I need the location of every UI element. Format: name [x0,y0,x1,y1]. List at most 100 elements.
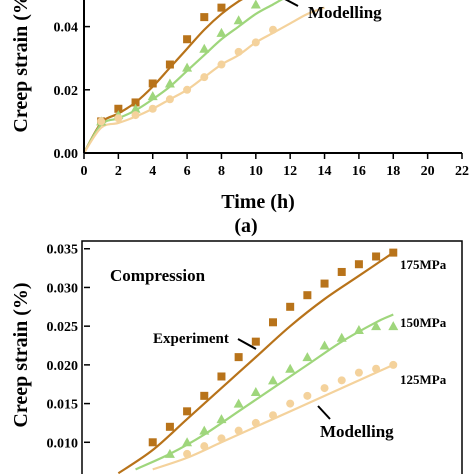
experiment-point-175mpa [114,104,123,113]
panel-b-plot: Creep strain (%) 0.010 0.015 0.020 0.025 0.0… [10,240,463,474]
experiment-point-150mpa [250,386,261,396]
x-tick-label: 4 [149,164,156,179]
panel-b-experiment-pointer [237,338,257,350]
experiment-point-175mpa [234,353,243,362]
y-tick-label: 0.010 [47,436,79,451]
experiment-point-150mpa [164,78,175,88]
experiment-point-150mpa [302,352,313,362]
experiment-point-125mpa [269,411,277,420]
modelling-curve-175mpa [117,251,394,474]
experiment-point-150mpa [182,437,193,447]
experiment-point-150mpa [285,363,296,373]
panel-b-modelling-pointer [317,405,331,420]
experiment-point-125mpa [97,117,106,126]
experiment-point-125mpa [269,25,277,34]
panel-b-experiment-label: Experiment [153,331,229,347]
panel-a-xlabel: Time (h) [221,191,295,213]
experiment-point-150mpa [336,332,347,342]
experiment-point-125mpa [286,399,295,408]
experiment-point-175mpa [337,267,346,276]
x-tick-label: 0 [81,164,88,179]
experiment-point-150mpa [371,321,382,331]
series-label-175mpa: 175MPa [400,257,447,272]
y-tick-label: 0.02 [54,84,79,99]
experiment-point-150mpa [199,425,210,435]
experiment-point-125mpa [372,364,381,373]
experiment-point-150mpa [233,398,244,408]
experiment-point-150mpa [130,103,141,113]
experiment-point-175mpa [303,291,312,300]
panel-a-modelling-pointer [284,0,299,7]
experiment-point-175mpa [165,422,174,431]
experiment-point-175mpa [320,279,329,288]
experiment-point-125mpa [354,368,363,377]
experiment-point-175mpa [148,438,157,447]
panel-a-label: (a) [234,215,257,237]
experiment-point-125mpa [183,85,192,94]
y-tick-label: 0.00 [54,147,79,162]
experiment-point-150mpa [388,321,399,331]
experiment-point-125mpa [234,426,243,435]
experiment-point-125mpa [183,449,192,458]
experiment-point-125mpa [217,434,226,443]
y-tick-label: 0.030 [47,281,79,296]
experiment-point-150mpa [182,62,193,72]
experiment-point-125mpa [389,360,398,369]
series-label-125mpa: 125MPa [400,372,447,387]
y-tick-label: 0.04 [54,21,79,36]
y-tick-label: 0.020 [47,359,79,374]
panel-a-ylabel: Creep strain (%) [10,0,32,133]
experiment-point-125mpa [131,111,140,120]
experiment-point-175mpa [389,248,398,257]
experiment-point-125mpa [200,73,209,82]
y-tick-label: 0.015 [47,398,79,413]
experiment-point-125mpa [337,376,346,385]
experiment-point-175mpa [372,252,381,261]
experiment-point-150mpa [216,414,227,424]
x-tick-label: 6 [184,164,191,179]
experiment-point-150mpa [216,27,227,37]
experiment-point-175mpa [131,98,140,107]
panel-b-modelling-label: Modelling [320,422,394,441]
experiment-point-125mpa [148,104,157,113]
experiment-point-175mpa [183,407,192,416]
experiment-point-125mpa [251,38,260,47]
x-tick-label: 10 [249,164,263,179]
y-tick-label: 0.035 [47,243,79,258]
experiment-point-175mpa [148,79,157,88]
modelling-curve-175mpa [83,0,243,154]
experiment-point-150mpa [233,15,244,25]
experiment-point-175mpa [200,13,209,22]
experiment-point-175mpa [217,3,226,12]
x-tick-label: 16 [352,164,366,179]
series-label-150mpa: 150MPa [400,315,447,330]
x-tick-label: 12 [283,164,297,179]
experiment-point-125mpa [200,442,209,451]
experiment-point-150mpa [319,340,330,350]
experiment-point-150mpa [250,0,261,9]
modelling-curve-150mpa [135,313,394,471]
experiment-point-175mpa [183,35,192,44]
experiment-point-125mpa [217,60,226,69]
x-tick-label: 18 [386,164,400,179]
panel-b-frame [81,240,463,474]
experiment-point-125mpa [320,384,329,393]
x-tick-label: 20 [421,164,435,179]
experiment-point-150mpa [353,325,364,335]
experiment-point-150mpa [147,91,158,101]
x-tick-label: 2 [115,164,122,179]
experiment-point-175mpa [217,372,226,381]
experiment-point-150mpa [199,43,210,53]
y-tick-label: 0.025 [47,320,79,335]
x-tick-label: 14 [318,164,332,179]
experiment-point-175mpa [165,60,174,69]
modelling-curve-150mpa [83,0,284,154]
experiment-point-125mpa [251,418,260,427]
experiment-point-175mpa [269,318,277,327]
panel-a-plot: Creep strain (%) 0.00 0.02 0.04 0 2 4 6 8 10 12 1… [10,0,469,237]
experiment-point-175mpa [251,337,260,346]
experiment-point-175mpa [286,302,295,311]
panel-b-title: Compression [110,266,206,285]
experiment-point-175mpa [200,391,209,400]
